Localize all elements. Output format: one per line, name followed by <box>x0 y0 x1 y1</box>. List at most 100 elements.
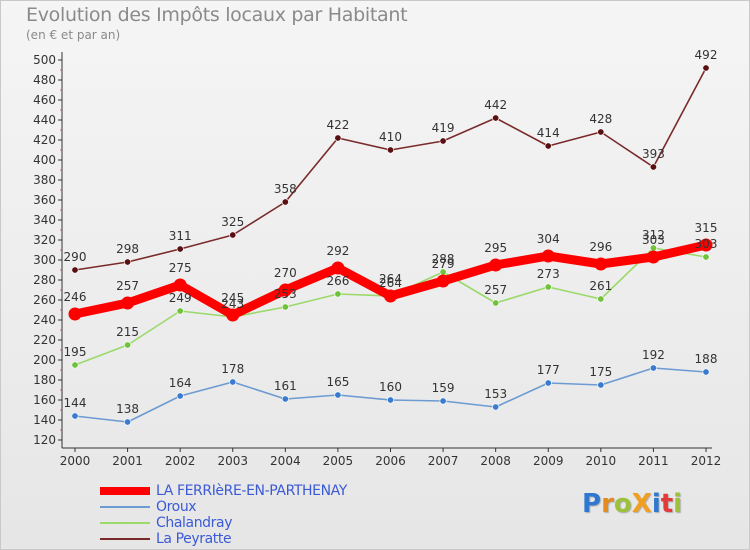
data-point-la-peyratte <box>702 64 710 72</box>
data-point-la-peyratte <box>492 114 500 122</box>
legend-label-la-ferriere: LA FERRIèRE-EN-PARTHENAY <box>156 483 347 499</box>
data-point-chalandray <box>176 307 184 315</box>
data-point-chalandray <box>71 361 79 369</box>
y-tick-label: 240 <box>33 313 56 327</box>
data-label-la-ferri-re-en-parthenay: 245 <box>221 291 244 305</box>
logo-letter: t <box>660 489 674 519</box>
data-point-la-ferri-re-en-parthenay <box>489 258 503 272</box>
data-label-la-peyratte: 393 <box>642 147 665 161</box>
logo-letter: i <box>651 489 661 519</box>
x-tick-label: 2010 <box>586 454 617 468</box>
y-tick-label: 120 <box>33 433 56 447</box>
legend-label-la-peyratte: La Peyratte <box>156 531 232 547</box>
x-tick-label: 2004 <box>270 454 301 468</box>
data-label-la-ferri-re-en-parthenay: 257 <box>116 279 139 293</box>
data-label-oroux: 144 <box>64 396 87 410</box>
data-point-la-peyratte <box>281 198 289 206</box>
legend-swatch-chalandray <box>100 522 150 524</box>
data-point-chalandray <box>124 341 132 349</box>
data-label-oroux: 165 <box>326 375 349 389</box>
data-point-oroux <box>597 381 605 389</box>
data-label-oroux: 160 <box>379 380 402 394</box>
data-point-chalandray <box>334 290 342 298</box>
x-tick-label: 2003 <box>217 454 248 468</box>
data-point-oroux <box>71 412 79 420</box>
data-label-chalandray: 243 <box>221 297 244 311</box>
data-label-la-peyratte: 325 <box>221 215 244 229</box>
y-tick-label: 340 <box>33 213 56 227</box>
y-tick-label: 220 <box>33 333 56 347</box>
data-label-la-ferri-re-en-parthenay: 275 <box>169 261 192 275</box>
data-point-oroux <box>544 379 552 387</box>
data-label-la-ferri-re-en-parthenay: 264 <box>379 272 402 286</box>
data-label-oroux: 164 <box>169 376 192 390</box>
data-label-la-ferri-re-en-parthenay: 270 <box>274 266 297 280</box>
data-label-chalandray: 312 <box>642 228 665 242</box>
data-label-chalandray: 264 <box>379 276 402 290</box>
data-label-la-ferri-re-en-parthenay: 246 <box>64 290 87 304</box>
data-point-oroux <box>229 378 237 386</box>
data-label-la-ferri-re-en-parthenay: 304 <box>537 232 560 246</box>
x-tick-label: 2011 <box>638 454 669 468</box>
data-point-chalandray <box>597 295 605 303</box>
y-tick-label: 460 <box>33 93 56 107</box>
data-point-oroux <box>334 391 342 399</box>
data-label-la-ferri-re-en-parthenay: 315 <box>695 221 718 235</box>
data-point-oroux <box>439 397 447 405</box>
chart-subtitle: (en € et par an) <box>26 28 121 42</box>
data-point-chalandray <box>702 253 710 261</box>
data-label-la-peyratte: 410 <box>379 130 402 144</box>
logo-letter: X <box>631 489 652 519</box>
y-tick-label: 260 <box>33 293 56 307</box>
data-point-la-ferri-re-en-parthenay <box>594 257 608 271</box>
x-tick-label: 2006 <box>375 454 406 468</box>
data-point-la-peyratte <box>124 258 132 266</box>
y-tick-label: 360 <box>33 193 56 207</box>
data-point-la-peyratte <box>544 142 552 150</box>
y-tick-label: 400 <box>33 153 56 167</box>
data-point-la-ferri-re-en-parthenay <box>541 249 555 263</box>
y-tick-label: 420 <box>33 133 56 147</box>
data-label-la-ferri-re-en-parthenay: 296 <box>589 240 612 254</box>
data-point-la-ferri-re-en-parthenay <box>173 278 187 292</box>
y-tick-label: 500 <box>33 53 56 67</box>
data-point-oroux <box>281 395 289 403</box>
data-label-la-peyratte: 422 <box>326 118 349 132</box>
x-tick-label: 2008 <box>480 454 511 468</box>
data-point-oroux <box>386 396 394 404</box>
x-tick-label: 2001 <box>112 454 143 468</box>
data-label-oroux: 138 <box>116 402 139 416</box>
data-point-la-ferri-re-en-parthenay <box>226 308 240 322</box>
legend-swatch-la-peyratte <box>100 538 150 540</box>
data-point-la-peyratte <box>439 137 447 145</box>
data-label-chalandray: 266 <box>326 274 349 288</box>
y-tick-label: 180 <box>33 373 56 387</box>
data-point-la-ferri-re-en-parthenay <box>384 289 397 303</box>
data-point-la-ferri-re-en-parthenay <box>68 307 82 321</box>
data-label-la-peyratte: 414 <box>537 126 560 140</box>
data-label-la-peyratte: 492 <box>695 48 718 62</box>
y-tick-label: 300 <box>33 253 56 267</box>
data-label-la-peyratte: 298 <box>116 242 139 256</box>
proxiti-logo: ProXiti <box>582 489 682 519</box>
data-point-oroux <box>492 403 500 411</box>
y-tick-label: 280 <box>33 273 56 287</box>
legend-swatch-la-ferriere <box>100 487 150 495</box>
data-label-oroux: 153 <box>484 387 507 401</box>
data-point-la-ferri-re-en-parthenay <box>646 250 660 264</box>
y-tick-label: 200 <box>33 353 56 367</box>
data-label-oroux: 159 <box>432 381 455 395</box>
data-point-la-peyratte <box>229 231 237 239</box>
y-tick-label: 160 <box>33 393 56 407</box>
data-point-la-ferri-re-en-parthenay <box>699 238 713 252</box>
y-tick-label: 480 <box>33 73 56 87</box>
data-label-chalandray: 303 <box>695 237 718 251</box>
data-label-oroux: 175 <box>589 365 612 379</box>
logo-letter: r <box>601 489 614 519</box>
logo-letter: i <box>673 489 683 519</box>
logo-letter: o <box>613 489 632 519</box>
data-point-la-peyratte <box>71 266 79 274</box>
data-label-la-peyratte: 311 <box>169 229 192 243</box>
x-tick-label: 2005 <box>323 454 354 468</box>
data-point-oroux <box>176 392 184 400</box>
